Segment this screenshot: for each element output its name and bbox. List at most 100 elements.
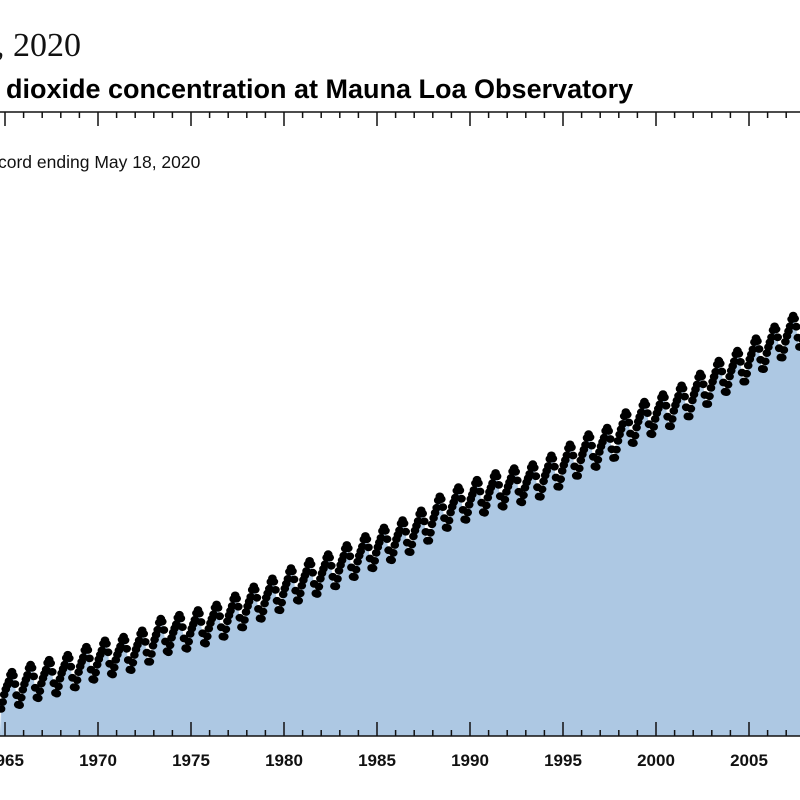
chart-subtitle: dioxide concentration at Mauna Loa Obser…	[6, 74, 633, 104]
data-point	[480, 508, 490, 517]
data-point	[27, 664, 37, 672]
data-point	[536, 492, 545, 501]
x-tick-label: 2005	[730, 751, 768, 770]
data-point	[743, 361, 753, 370]
data-point	[251, 585, 260, 594]
data-point	[736, 358, 745, 366]
data-point	[389, 549, 398, 557]
data-point	[722, 388, 731, 396]
data-point	[688, 396, 697, 405]
data-point	[668, 415, 677, 423]
data-point	[387, 556, 397, 565]
record-note: cord ending May 18, 2020	[0, 152, 201, 172]
data-point	[699, 380, 708, 389]
data-point	[158, 617, 167, 626]
data-point	[767, 333, 776, 342]
data-point	[333, 575, 342, 583]
data-point	[613, 437, 623, 445]
data-point	[238, 623, 248, 632]
data-point	[164, 648, 173, 657]
data-point	[748, 345, 758, 354]
data-point	[557, 467, 567, 475]
data-point	[457, 494, 466, 503]
data-point	[623, 410, 632, 419]
data-point	[159, 626, 169, 634]
data-point	[717, 367, 727, 376]
data-point	[399, 519, 409, 528]
data-point	[296, 589, 305, 598]
data-point	[201, 639, 210, 648]
data-point	[362, 535, 372, 544]
data-point	[350, 573, 359, 581]
data-point	[258, 607, 268, 616]
data-point	[165, 641, 175, 650]
data-point	[46, 659, 55, 668]
data-point	[511, 467, 520, 476]
data-point	[271, 586, 280, 594]
x-tick-label: 1980	[265, 751, 303, 770]
data-point	[278, 590, 288, 599]
data-point	[556, 475, 565, 484]
x-tick-label: 1970	[79, 751, 117, 770]
data-point	[641, 400, 651, 409]
data-point	[624, 418, 634, 427]
data-point	[148, 641, 158, 650]
data-point	[54, 682, 63, 691]
data-point	[139, 629, 148, 638]
data-point	[382, 535, 392, 543]
data-point	[475, 487, 485, 496]
data-point	[771, 325, 781, 334]
data-point	[294, 596, 304, 605]
data-point	[548, 454, 558, 463]
data-point	[85, 654, 94, 663]
data-point	[120, 636, 130, 645]
data-point	[424, 536, 434, 545]
data-point	[630, 431, 640, 440]
data-point	[610, 453, 620, 462]
data-point	[283, 575, 293, 583]
data-point	[455, 486, 465, 495]
data-point	[706, 384, 716, 392]
data-point	[629, 439, 638, 447]
data-point	[781, 337, 790, 346]
data-point	[345, 552, 355, 561]
data-point	[153, 625, 162, 634]
data-point	[730, 357, 739, 366]
x-tick-label: 1995	[544, 751, 582, 770]
data-point	[252, 593, 262, 602]
data-point	[517, 498, 527, 507]
x-tick-label: 1990	[451, 751, 489, 770]
data-point	[277, 598, 287, 607]
data-point	[184, 637, 193, 646]
data-point	[785, 322, 795, 331]
data-point	[567, 443, 576, 452]
data-point	[705, 392, 714, 401]
data-point	[666, 422, 675, 431]
data-point	[463, 508, 473, 517]
data-point	[381, 526, 390, 535]
data-point	[182, 644, 192, 653]
data-point	[327, 561, 336, 570]
data-point	[313, 590, 322, 598]
data-point	[686, 404, 696, 413]
data-point	[195, 609, 204, 618]
data-point	[418, 509, 428, 518]
data-point	[753, 337, 762, 345]
data-point	[568, 451, 578, 460]
axes: 1965 1970 1975 1980 1985 1990 1995 2000 2005	[0, 111, 800, 770]
data-point	[530, 463, 539, 472]
data-point	[128, 658, 138, 667]
data-point	[103, 648, 113, 657]
data-point	[10, 680, 20, 688]
data-point	[176, 614, 186, 623]
data-point	[592, 463, 601, 471]
data-points	[0, 311, 800, 713]
data-point	[17, 693, 26, 702]
data-point	[406, 548, 415, 556]
data-point	[796, 343, 800, 351]
data-point	[604, 427, 613, 435]
data-point	[221, 625, 231, 634]
data-point	[72, 676, 82, 684]
data-point	[407, 540, 417, 549]
chart-title: , 2020	[0, 27, 81, 64]
